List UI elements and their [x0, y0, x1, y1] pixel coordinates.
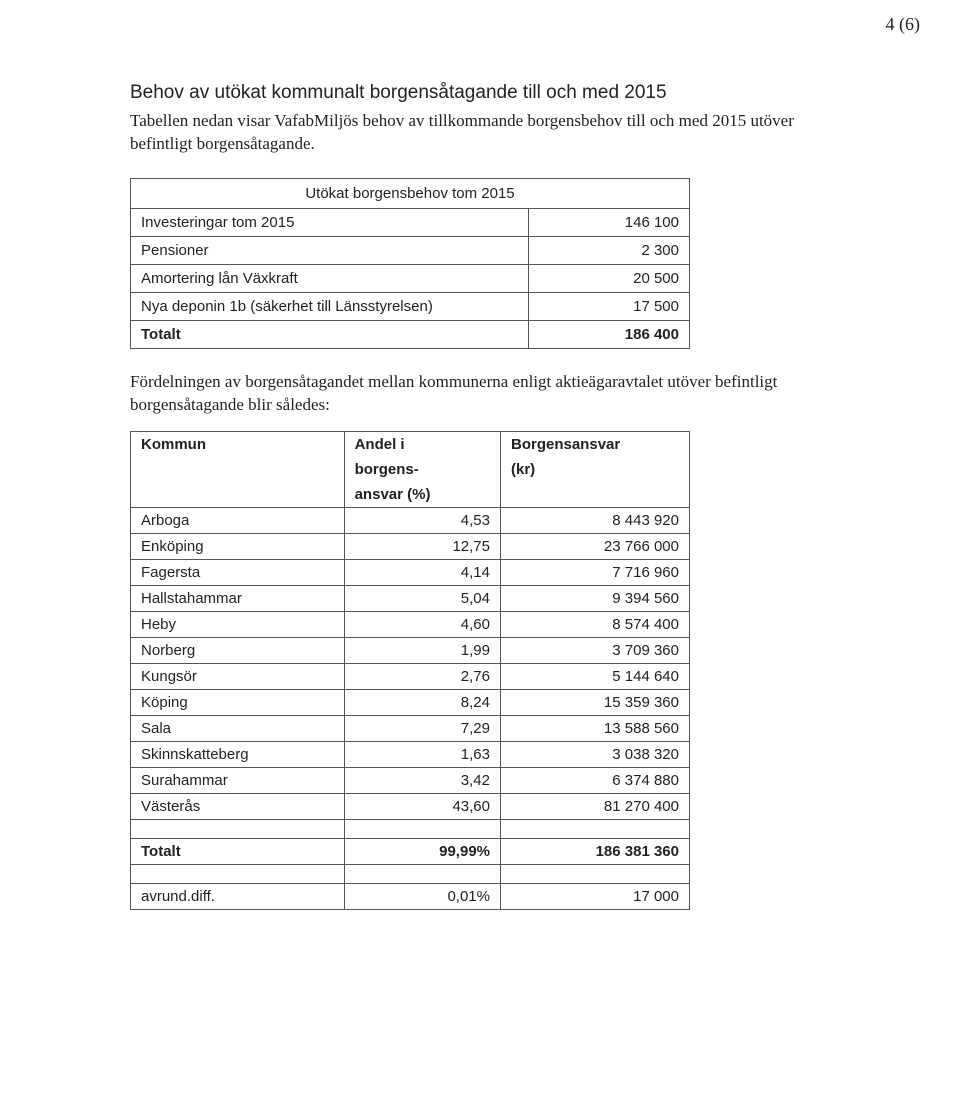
table1-row-label: Pensioner — [131, 236, 529, 264]
table1-total-row: Totalt 186 400 — [131, 320, 690, 348]
kommun-amount: 15 359 360 — [501, 689, 690, 715]
table2-total-row: Totalt 99,99% 186 381 360 — [131, 838, 690, 864]
table2-header-andel: Andel i — [344, 431, 500, 457]
kommun-amount: 8 574 400 — [501, 611, 690, 637]
round-diff-label: avrund.diff. — [131, 883, 345, 909]
kommun-share: 12,75 — [344, 533, 500, 559]
table2-total-share: 99,99% — [344, 838, 500, 864]
section-title: Behov av utökat kommunalt borgensåtagand… — [130, 82, 870, 104]
table1-row-value: 20 500 — [529, 264, 690, 292]
table1-row-value: 2 300 — [529, 236, 690, 264]
table1-row-value: 17 500 — [529, 292, 690, 320]
kommun-amount: 13 588 560 — [501, 715, 690, 741]
table-row: Surahammar 3,42 6 374 880 — [131, 767, 690, 793]
round-diff-amount: 17 000 — [501, 883, 690, 909]
kommun-share: 2,76 — [344, 663, 500, 689]
table2-total-label: Totalt — [131, 838, 345, 864]
kommun-amount: 23 766 000 — [501, 533, 690, 559]
kommun-share: 1,63 — [344, 741, 500, 767]
table-row: Pensioner 2 300 — [131, 236, 690, 264]
kommun-amount: 3 038 320 — [501, 741, 690, 767]
table-row: Arboga 4,53 8 443 920 — [131, 507, 690, 533]
kommun-share: 43,60 — [344, 793, 500, 819]
kommun-amount: 8 443 920 — [501, 507, 690, 533]
table2-header-row3: ansvar (%) — [131, 482, 690, 508]
round-diff-share: 0,01% — [344, 883, 500, 909]
mid-paragraph: Fördelningen av borgensåtagandet mellan … — [130, 371, 850, 417]
table-fordelning-kommuner: Kommun Andel i Borgensansvar borgens- (k… — [130, 431, 690, 910]
table2-header-kommun: Kommun — [131, 431, 345, 457]
kommun-share: 4,53 — [344, 507, 500, 533]
kommun-name: Arboga — [131, 507, 345, 533]
page-number: 4 (6) — [886, 14, 921, 35]
page: 4 (6) Behov av utökat kommunalt borgenså… — [0, 0, 960, 1093]
kommun-share: 7,29 — [344, 715, 500, 741]
table-row: Skinnskatteberg 1,63 3 038 320 — [131, 741, 690, 767]
table2-header-andel-line2: borgens- — [344, 457, 500, 482]
table-row: Fagersta 4,14 7 716 960 — [131, 559, 690, 585]
table-row: Nya deponin 1b (säkerhet till Länsstyrel… — [131, 292, 690, 320]
table-row: Hallstahammar 5,04 9 394 560 — [131, 585, 690, 611]
table-utokat-borgensbehov: Utökat borgensbehov tom 2015 Investering… — [130, 178, 690, 349]
lead-paragraph: Tabellen nedan visar VafabMiljös behov a… — [130, 110, 850, 156]
table2-spacer-row — [131, 819, 690, 838]
table2-header-borgensansvar-line2: (kr) — [501, 457, 690, 482]
table1-row-label: Investeringar tom 2015 — [131, 208, 529, 236]
kommun-amount: 6 374 880 — [501, 767, 690, 793]
kommun-name: Norberg — [131, 637, 345, 663]
table-row: Amortering lån Växkraft 20 500 — [131, 264, 690, 292]
table-row: Investeringar tom 2015 146 100 — [131, 208, 690, 236]
kommun-amount: 7 716 960 — [501, 559, 690, 585]
kommun-name: Köping — [131, 689, 345, 715]
table-row: Sala 7,29 13 588 560 — [131, 715, 690, 741]
kommun-share: 5,04 — [344, 585, 500, 611]
table-row: Västerås 43,60 81 270 400 — [131, 793, 690, 819]
table2-spacer-row — [131, 864, 690, 883]
kommun-name: Hallstahammar — [131, 585, 345, 611]
table2-header-row: Kommun Andel i Borgensansvar — [131, 431, 690, 457]
table1-row-label: Amortering lån Växkraft — [131, 264, 529, 292]
kommun-share: 1,99 — [344, 637, 500, 663]
table2-round-diff-row: avrund.diff. 0,01% 17 000 — [131, 883, 690, 909]
kommun-name: Västerås — [131, 793, 345, 819]
table2-header-andel-line3: ansvar (%) — [344, 482, 500, 508]
table-row: Enköping 12,75 23 766 000 — [131, 533, 690, 559]
kommun-share: 4,60 — [344, 611, 500, 637]
table1-title: Utökat borgensbehov tom 2015 — [131, 178, 690, 208]
kommun-amount: 3 709 360 — [501, 637, 690, 663]
table1-row-value: 146 100 — [529, 208, 690, 236]
table2-total-amount: 186 381 360 — [501, 838, 690, 864]
kommun-name: Heby — [131, 611, 345, 637]
kommun-name: Skinnskatteberg — [131, 741, 345, 767]
kommun-name: Sala — [131, 715, 345, 741]
table1-total-label: Totalt — [131, 320, 529, 348]
table2-header-borgensansvar: Borgensansvar — [501, 431, 690, 457]
table1-total-value: 186 400 — [529, 320, 690, 348]
table-row: Köping 8,24 15 359 360 — [131, 689, 690, 715]
table2-header-row2: borgens- (kr) — [131, 457, 690, 482]
kommun-name: Surahammar — [131, 767, 345, 793]
kommun-name: Enköping — [131, 533, 345, 559]
kommun-amount: 5 144 640 — [501, 663, 690, 689]
table-row: Heby 4,60 8 574 400 — [131, 611, 690, 637]
kommun-share: 3,42 — [344, 767, 500, 793]
table-row: Kungsör 2,76 5 144 640 — [131, 663, 690, 689]
kommun-amount: 9 394 560 — [501, 585, 690, 611]
kommun-name: Fagersta — [131, 559, 345, 585]
table1-row-label: Nya deponin 1b (säkerhet till Länsstyrel… — [131, 292, 529, 320]
kommun-name: Kungsör — [131, 663, 345, 689]
table-row: Norberg 1,99 3 709 360 — [131, 637, 690, 663]
kommun-share: 4,14 — [344, 559, 500, 585]
kommun-share: 8,24 — [344, 689, 500, 715]
kommun-amount: 81 270 400 — [501, 793, 690, 819]
